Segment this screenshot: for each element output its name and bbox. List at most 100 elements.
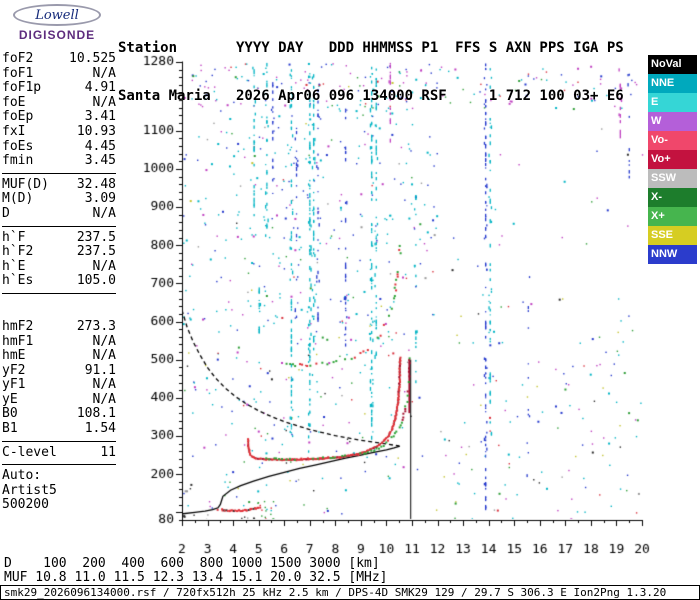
legend-item: SSE (648, 226, 697, 245)
param-row: yF2 91.1 (2, 362, 116, 379)
param-value: 237.5 (76, 244, 116, 260)
param-label: 500200 (2, 497, 49, 513)
param-value: 3.09 (84, 191, 116, 207)
panel-separator (2, 440, 116, 442)
legend-item: E (648, 93, 697, 112)
param-value: 10.525 (69, 51, 116, 66)
param-label: h`F (2, 229, 26, 245)
param-label: Auto: (2, 468, 42, 484)
param-label: fmin (2, 153, 34, 169)
param-label: fxI (2, 123, 26, 139)
header-line-2: Santa Maria 2026 Apr06 096 134000 RSF 1 … (118, 88, 624, 104)
param-label: foEs (2, 138, 34, 154)
param-label: B1 (2, 421, 18, 437)
param-label: hmF2 (2, 318, 34, 334)
param-row: fmin 3.45 (2, 154, 116, 169)
param-value: 11 (100, 444, 116, 460)
param-label: foF1p (2, 80, 42, 96)
bottom-status-bar: smk29_2026096134000.rsf / 720fx512h 25 k… (0, 585, 700, 600)
param-row: h`F2 237.5 (2, 245, 116, 260)
muf-distance-row: D 100 200 400 600 800 1000 1500 3000 [km… (4, 556, 380, 571)
param-row: hmE N/A (2, 348, 116, 364)
param-label: hmF1 (2, 333, 34, 349)
param-label: foF2 (2, 51, 34, 66)
param-row: D N/A (2, 205, 116, 222)
legend-item: NNE (648, 74, 697, 93)
lowell-digisonde-logo: Lowell DIGISONDE (6, 4, 108, 42)
legend-item: Vo+ (648, 150, 697, 169)
param-label: foEp (2, 109, 34, 125)
param-label: h`E (2, 258, 26, 274)
param-value: N/A (92, 65, 116, 81)
param-label: h`F2 (2, 244, 34, 260)
param-value: N/A (92, 205, 116, 221)
param-label: foE (2, 94, 26, 110)
param-value: 4.91 (84, 80, 116, 96)
param-value: 32.48 (76, 176, 116, 192)
header-line-1: Station YYYY DAY DDD HHMMSS P1 FFS S AXN… (118, 40, 624, 56)
logo-lowell-text: Lowell (35, 7, 79, 23)
param-label: MUF(D) (2, 176, 49, 192)
param-label: h`Es (2, 273, 34, 289)
echo-status-legend: NoVal NNE E W Vo- Vo+ SSW X- X+ SSE NNW (648, 55, 697, 264)
param-value: N/A (92, 377, 116, 393)
panel-separator (2, 464, 116, 466)
param-value: 108.1 (76, 406, 116, 422)
param-value: N/A (92, 333, 116, 349)
param-row: 500200 (2, 498, 116, 513)
param-row: hmF2 273.3 (2, 318, 116, 335)
panel-separator (2, 225, 116, 227)
param-value: N/A (92, 348, 116, 364)
panel-gap (2, 298, 116, 320)
param-value: N/A (92, 94, 116, 110)
legend-item: Vo- (648, 131, 697, 150)
legend-item: X+ (648, 207, 697, 226)
param-row: foEp 3.41 (2, 110, 116, 125)
legend-item: X- (648, 188, 697, 207)
param-label: yF2 (2, 362, 26, 378)
legend-item: NoVal (648, 55, 697, 74)
param-row: Artist5 (2, 482, 116, 499)
param-row: foEs 4.45 (2, 138, 116, 155)
param-row: yF1 N/A (2, 378, 116, 393)
param-label: Artist5 (2, 482, 57, 498)
legend-item: NNW (648, 245, 697, 264)
logo-digisonde-text: DIGISONDE (18, 28, 96, 42)
param-label: yE (2, 391, 18, 407)
param-label: yF1 (2, 377, 26, 393)
param-row: h`E N/A (2, 258, 116, 275)
param-value: 1.54 (84, 421, 116, 437)
param-label: hmE (2, 348, 26, 364)
param-value: 273.3 (76, 318, 116, 334)
param-row: C-level 11 (2, 444, 116, 461)
param-row: hmF1 N/A (2, 333, 116, 350)
muf-values-row: MUF 10.8 11.0 11.5 12.3 13.4 15.1 20.0 3… (4, 570, 388, 585)
param-value: N/A (92, 391, 116, 407)
param-row: yE N/A (2, 391, 116, 408)
param-row: foF1p 4.91 (2, 81, 116, 96)
panel-separator (2, 292, 116, 294)
param-row: foF2 10.525 (2, 51, 116, 67)
param-value: 10.93 (76, 123, 116, 139)
param-row: Auto: (2, 469, 116, 484)
param-label: M(D) (2, 191, 34, 207)
param-value: 3.41 (84, 109, 116, 125)
param-label: C-level (2, 444, 57, 460)
param-value: 4.45 (84, 138, 116, 154)
panel-separator (2, 172, 116, 174)
legend-item: W (648, 112, 697, 131)
logo-oval: Lowell (13, 4, 101, 26)
param-row: M(D) 3.09 (2, 192, 116, 207)
param-value: 91.1 (84, 362, 116, 378)
param-value: 105.0 (76, 273, 116, 289)
param-row: fxI 10.93 (2, 123, 116, 140)
param-row: h`F 237.5 (2, 229, 116, 246)
param-value: 237.5 (76, 229, 116, 245)
param-label: B0 (2, 406, 18, 422)
legend-item: SSW (648, 169, 697, 188)
param-row: B1 1.54 (2, 421, 116, 437)
param-row: foE N/A (2, 94, 116, 111)
header: Station YYYY DAY DDD HHMMSS P1 FFS S AXN… (118, 8, 624, 136)
